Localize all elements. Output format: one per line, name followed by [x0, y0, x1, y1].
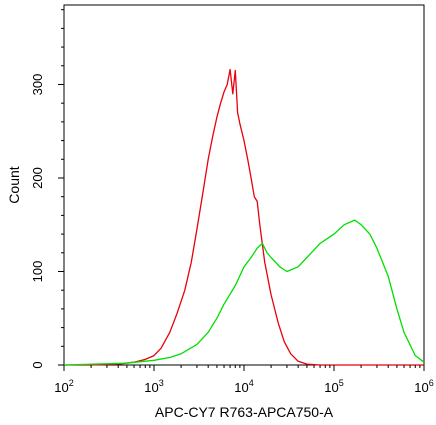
y-tick-label: 0	[30, 361, 45, 368]
x-tick-label: 102	[54, 378, 73, 395]
x-axis-title: APC-CY7 R763-APCA750-A	[155, 404, 334, 420]
plot-area	[63, 4, 425, 366]
y-axis-title: Count	[6, 166, 22, 203]
y-tick-label: 300	[30, 74, 45, 96]
x-tick-label: 106	[414, 378, 433, 395]
y-tick-label: 200	[30, 167, 45, 189]
x-tick-label: 103	[144, 378, 163, 395]
series-layer	[63, 68, 425, 366]
series-line-1	[64, 68, 424, 366]
series-line-2	[63, 219, 425, 366]
y-tick-label: 100	[30, 261, 45, 283]
axis-layer: 102 103 104 105 106 0 100 200 300	[30, 9, 434, 395]
x-tick-label: 104	[234, 378, 253, 395]
x-tick-label: 105	[324, 378, 343, 395]
